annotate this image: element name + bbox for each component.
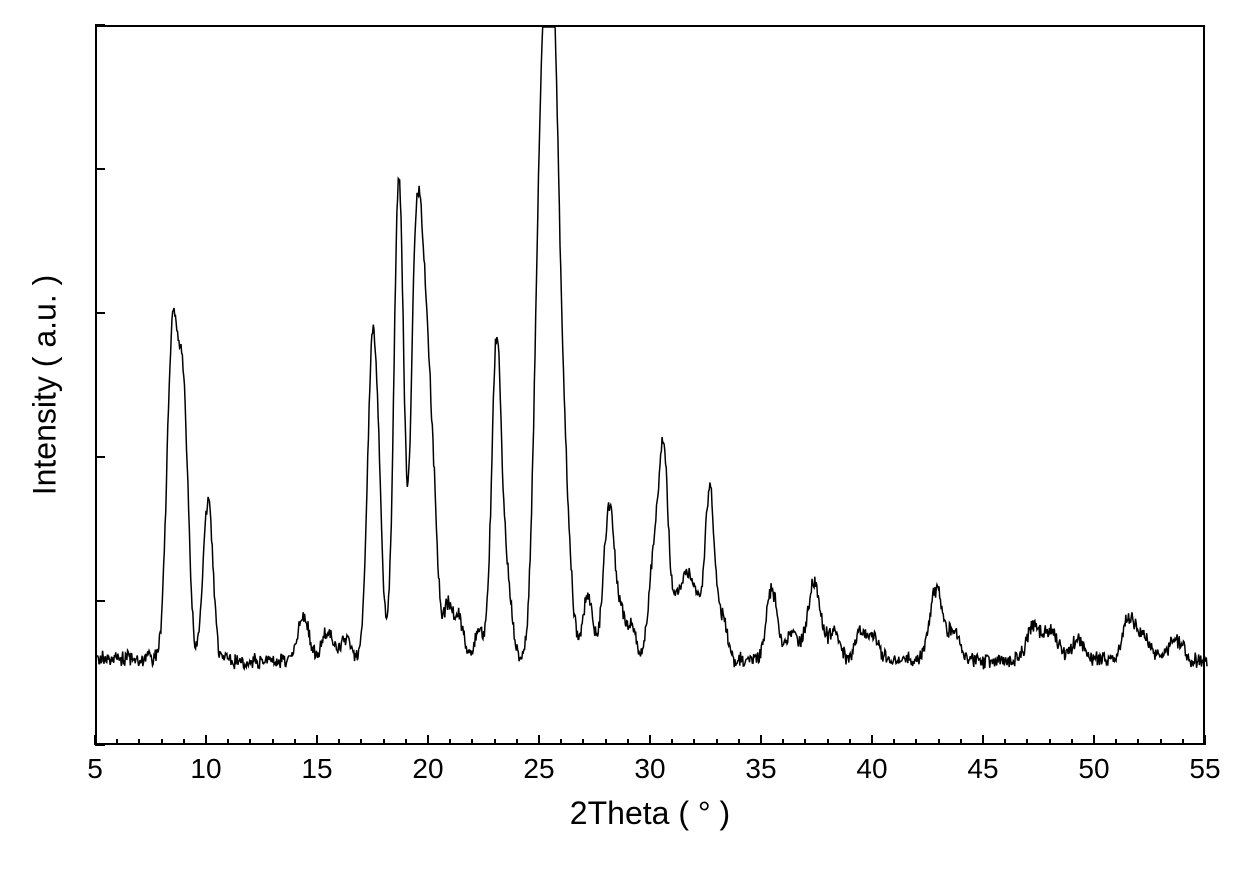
- x-tick-minor: [960, 739, 962, 745]
- x-tick-minor: [161, 739, 163, 745]
- x-tick-label: 35: [745, 753, 776, 785]
- x-tick-major: [538, 735, 540, 745]
- x-tick-minor: [249, 739, 251, 745]
- x-tick-label: 50: [1078, 753, 1109, 785]
- x-tick-minor: [405, 739, 407, 745]
- x-tick-label: 30: [634, 753, 665, 785]
- x-tick-minor: [782, 739, 784, 745]
- x-tick-minor: [693, 739, 695, 745]
- x-tick-minor: [1160, 739, 1162, 745]
- x-tick-minor: [627, 739, 629, 745]
- x-tick-minor: [383, 739, 385, 745]
- x-tick-minor: [938, 739, 940, 745]
- x-tick-label: 25: [523, 753, 554, 785]
- x-tick-minor: [360, 739, 362, 745]
- x-tick-minor: [294, 739, 296, 745]
- y-axis-label: Intensity ( a.u. ): [27, 275, 64, 496]
- x-tick-minor: [827, 739, 829, 745]
- x-tick-minor: [1182, 739, 1184, 745]
- xrd-trace: [97, 27, 1207, 747]
- x-tick-minor: [272, 739, 274, 745]
- x-tick-major: [1093, 735, 1095, 745]
- y-tick-major: [95, 312, 105, 314]
- x-tick-minor: [516, 739, 518, 745]
- xrd-path: [97, 27, 1207, 669]
- x-tick-minor: [605, 739, 607, 745]
- x-tick-major: [427, 735, 429, 745]
- x-tick-label: 45: [967, 753, 998, 785]
- x-tick-minor: [1115, 739, 1117, 745]
- y-tick-major: [95, 24, 105, 26]
- x-tick-minor: [338, 739, 340, 745]
- x-tick-major: [760, 735, 762, 745]
- x-tick-label: 10: [190, 753, 221, 785]
- x-tick-minor: [1049, 739, 1051, 745]
- x-tick-minor: [1026, 739, 1028, 745]
- x-tick-major: [205, 735, 207, 745]
- x-tick-minor: [671, 739, 673, 745]
- xrd-chart: 5 10 15 20 25 30 35 40 45 50 55 2Theta ( ° ) Inten…: [0, 0, 1239, 870]
- x-tick-label: 5: [87, 753, 103, 785]
- x-tick-label: 20: [412, 753, 443, 785]
- x-tick-minor: [1004, 739, 1006, 745]
- x-tick-label: 15: [301, 753, 332, 785]
- x-tick-minor: [893, 739, 895, 745]
- x-tick-minor: [582, 739, 584, 745]
- x-tick-minor: [227, 739, 229, 745]
- x-tick-minor: [849, 739, 851, 745]
- x-tick-major: [982, 735, 984, 745]
- x-axis-label: 2Theta ( ° ): [570, 795, 730, 832]
- x-tick-minor: [183, 739, 185, 745]
- x-tick-minor: [138, 739, 140, 745]
- x-tick-minor: [471, 739, 473, 745]
- x-tick-label: 40: [856, 753, 887, 785]
- x-tick-major: [1204, 735, 1206, 745]
- x-tick-minor: [560, 739, 562, 745]
- x-tick-major: [316, 735, 318, 745]
- x-tick-major: [649, 735, 651, 745]
- x-tick-label: 55: [1189, 753, 1220, 785]
- y-tick-major: [95, 168, 105, 170]
- y-tick-major: [95, 600, 105, 602]
- x-tick-minor: [449, 739, 451, 745]
- x-tick-minor: [1137, 739, 1139, 745]
- y-tick-major: [95, 456, 105, 458]
- x-tick-minor: [716, 739, 718, 745]
- x-tick-minor: [738, 739, 740, 745]
- x-tick-minor: [1071, 739, 1073, 745]
- x-tick-minor: [915, 739, 917, 745]
- x-tick-minor: [494, 739, 496, 745]
- x-tick-minor: [116, 739, 118, 745]
- y-tick-major: [95, 744, 105, 746]
- x-tick-minor: [804, 739, 806, 745]
- plot-area: [95, 25, 1205, 745]
- x-tick-major: [871, 735, 873, 745]
